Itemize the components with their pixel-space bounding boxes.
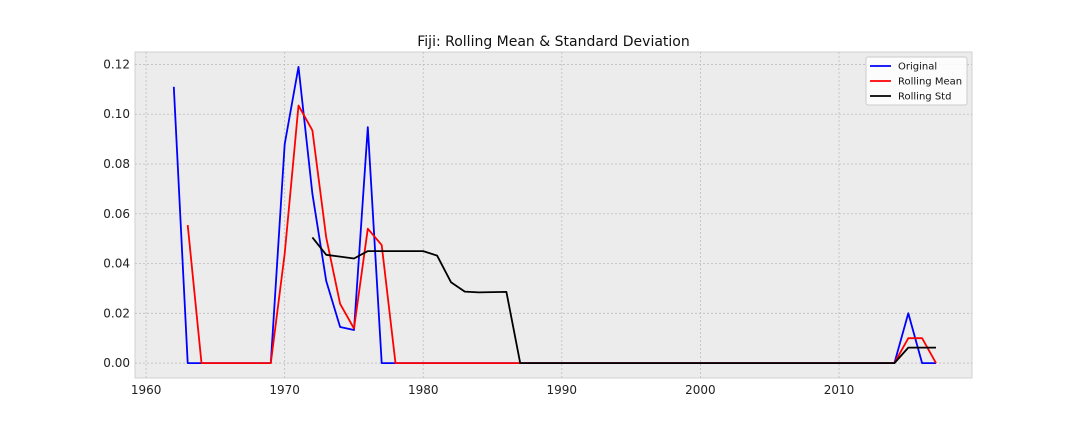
x-tick-label: 1980 bbox=[408, 383, 439, 397]
x-tick-label: 1990 bbox=[547, 383, 578, 397]
y-tick-label: 0.08 bbox=[103, 157, 130, 171]
x-tick-label: 1960 bbox=[131, 383, 162, 397]
legend-label-rolling-mean: Rolling Mean bbox=[898, 77, 962, 88]
legend-label-rolling-std: Rolling Std bbox=[898, 92, 951, 103]
y-axis-ticks: 0.00 0.02 0.04 0.06 0.08 0.10 0.12 bbox=[103, 57, 130, 370]
legend: Original Rolling Mean Rolling Std bbox=[865, 56, 968, 106]
series-lines bbox=[172, 66, 937, 365]
y-tick-label: 0.00 bbox=[103, 356, 130, 370]
x-axis-ticks: 1960 1970 1980 1990 2000 2010 bbox=[131, 383, 854, 397]
y-tick-label: 0.10 bbox=[103, 107, 130, 121]
plot-area bbox=[134, 51, 973, 379]
chart-title: Fiji: Rolling Mean & Standard Deviation bbox=[417, 34, 689, 50]
x-tick-label: 1970 bbox=[269, 383, 300, 397]
y-tick-label: 0.12 bbox=[103, 57, 130, 71]
y-tick-label: 0.04 bbox=[103, 257, 130, 271]
y-tick-label: 0.06 bbox=[103, 207, 130, 221]
x-tick-label: 2000 bbox=[685, 383, 716, 397]
series-line-rolling-std bbox=[311, 236, 936, 365]
x-tick-label: 2010 bbox=[824, 383, 855, 397]
legend-box bbox=[865, 56, 968, 106]
legend-label-original: Original bbox=[898, 62, 937, 73]
y-tick-label: 0.02 bbox=[103, 306, 130, 320]
